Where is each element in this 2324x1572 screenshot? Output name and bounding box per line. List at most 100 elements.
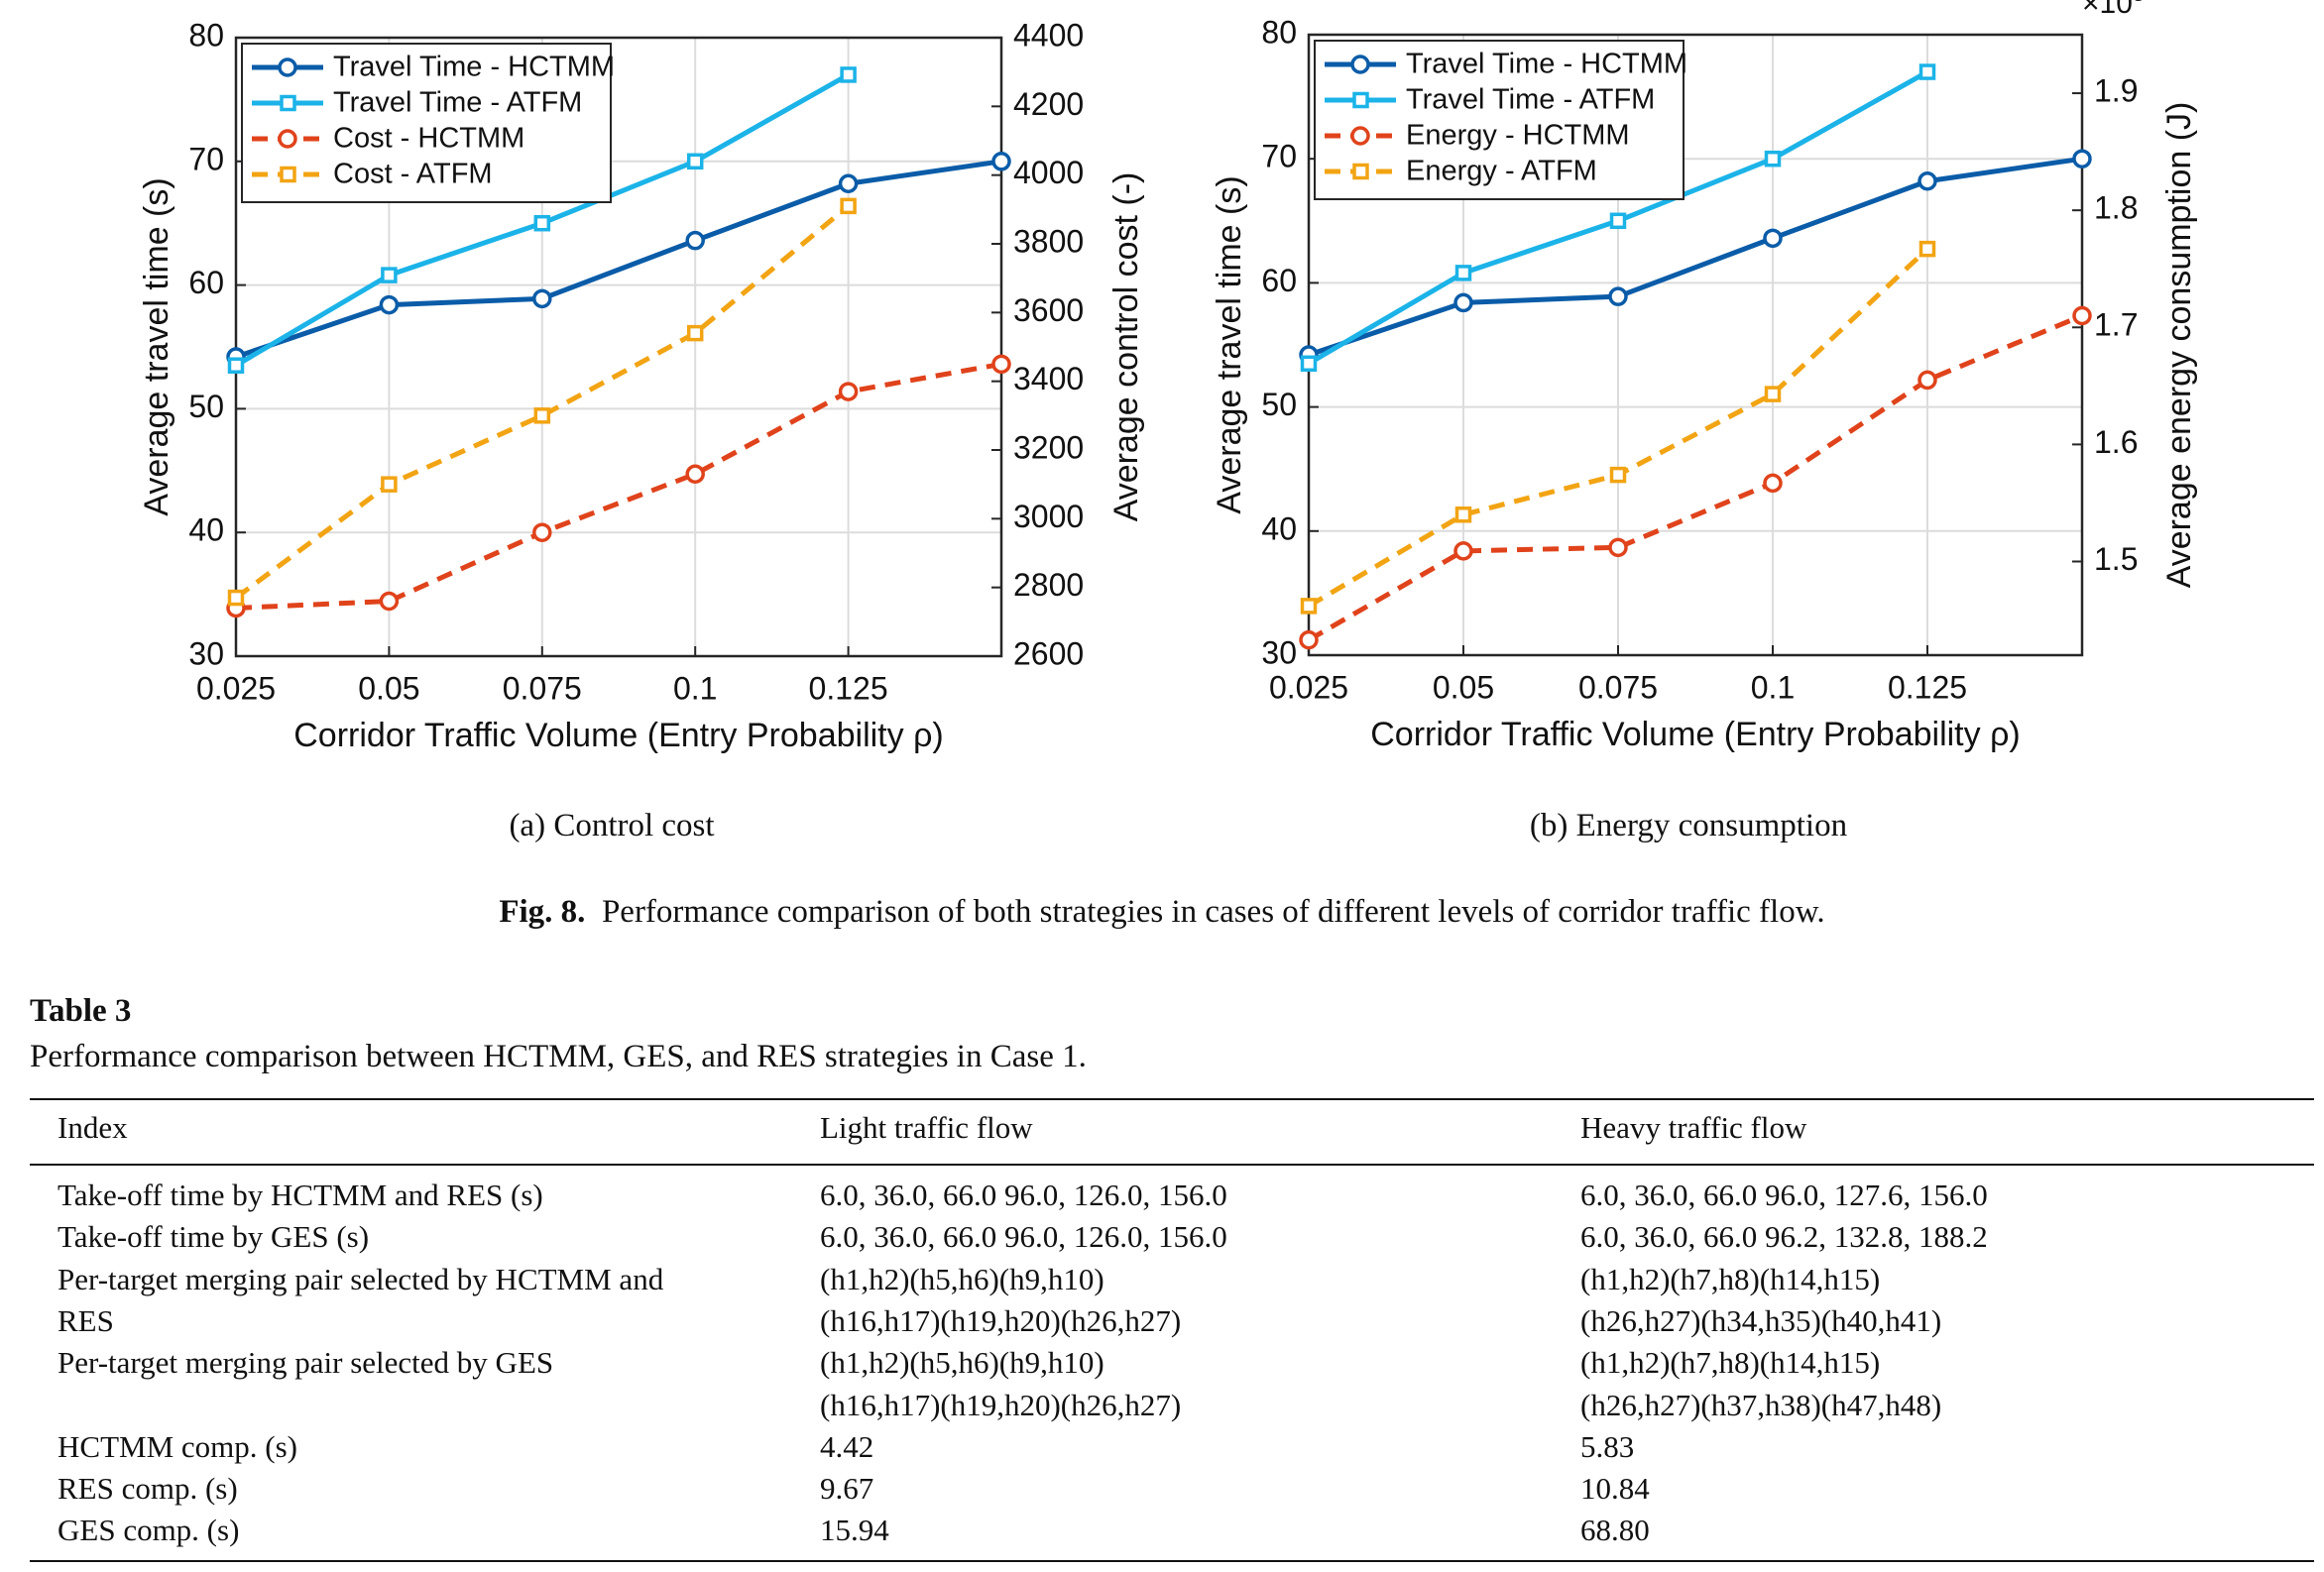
chart-a-series-line-3 — [234, 203, 851, 601]
subcaption-b: (b) Energy consumption — [1529, 808, 1848, 843]
chart-b-series-1-point — [1300, 355, 1318, 373]
chart-b-series-line-0 — [1308, 156, 2083, 358]
chart-b-series-2-point — [1763, 473, 1783, 494]
chart-b-legend-label-0: Travel Time - HCTMM — [1406, 49, 1687, 80]
chart-a-legend-box — [241, 43, 612, 203]
chart-a-series-3-point — [381, 476, 398, 493]
chart-a-legend-marker-3 — [280, 166, 296, 183]
chart-b-legend-marker-0 — [1350, 55, 1370, 74]
chart-a-ylabel: Average travel time (s) — [138, 177, 175, 515]
chart-a-series-3-point — [533, 407, 551, 424]
chart-a-series-0-point — [838, 173, 859, 194]
cell-index: RES — [58, 1302, 114, 1338]
chart-a-ytick-label: 80 — [188, 17, 224, 53]
chart-a-series-1-point — [227, 357, 245, 374]
chart-a-series-2-point — [532, 522, 552, 542]
cell-index: Take-off time by GES (s) — [58, 1219, 370, 1255]
chart-a-xtick-label: 0.1 — [673, 670, 717, 706]
figure-caption-text: Performance comparison of both strategie… — [601, 894, 1825, 930]
chart-a-series-1-point — [840, 66, 857, 83]
cell-heavy: (h26,h27)(h37,h38)(h47,h48) — [1580, 1387, 1942, 1422]
chart-a-y2tick-label: 4400 — [1013, 17, 1084, 53]
chart-a-series-2-point — [838, 382, 859, 401]
chart-b-plot-frame — [1307, 33, 2084, 657]
chart-b-series-0-point — [2072, 149, 2092, 168]
chart-a-ytick-label: 40 — [188, 512, 224, 548]
chart-a-series-2-point — [685, 464, 705, 485]
chart-b-series-1-point — [1764, 150, 1782, 168]
chart-a-legend-marker-0 — [278, 57, 297, 77]
chart-b-y2tick-label: 1.9 — [2094, 73, 2138, 109]
chart-a-legend-label-3: Cost - ATFM — [333, 159, 493, 190]
chart-b-xtick-label: 0.075 — [1578, 669, 1658, 705]
header-index: Index — [58, 1110, 128, 1145]
chart-a-y2tick-label: 3200 — [1013, 429, 1084, 465]
cell-light: 4.42 — [820, 1428, 874, 1464]
chart-a-series-1-point — [381, 267, 398, 283]
cell-light: 6.0, 36.0, 66.0 96.0, 126.0, 156.0 — [820, 1178, 1227, 1212]
chart-b-xtick-label: 0.1 — [1751, 669, 1795, 705]
chart-b-series-0-point — [1763, 228, 1783, 249]
chart-b-ytick-label: 70 — [1261, 139, 1297, 174]
chart-b-series-2-point — [2072, 305, 2092, 326]
chart-a-ytick-label: 50 — [188, 389, 224, 424]
chart-b-legend-marker-2 — [1350, 126, 1370, 146]
cell-light: (h1,h2)(h5,h6)(h9,h10) — [820, 1345, 1104, 1381]
chart-b-y2label: Average energy consumption (J) — [2160, 102, 2198, 589]
chart-b-legend-marker-3 — [1352, 163, 1369, 180]
chart-b-ytick-label: 30 — [1261, 634, 1297, 670]
cell-heavy: 5.83 — [1580, 1428, 1635, 1464]
chart-a-y2tick-label: 2600 — [1013, 635, 1084, 671]
chart-b-series-0-point — [1917, 170, 1937, 191]
chart-a-series-2-point — [991, 354, 1011, 375]
cell-index: GES comp. (s) — [58, 1513, 240, 1548]
chart-a-y2tick-label: 3000 — [1013, 499, 1084, 534]
table-bottom-rule — [30, 1560, 2314, 1562]
chart-a-y2tick-label: 4000 — [1013, 155, 1084, 190]
chart-b-xtick-label: 0.125 — [1888, 669, 1967, 705]
chart-a-legend-marker-1 — [280, 94, 296, 112]
cell-heavy: (h1,h2)(h7,h8)(h14,h15) — [1580, 1345, 1881, 1381]
chart-a-series-1-point — [533, 214, 551, 232]
chart-b-series-2-point — [1299, 629, 1319, 650]
chart-b-legend-label-3: Energy - ATFM — [1406, 156, 1597, 187]
chart-b-y2tick-label: 1.6 — [2094, 424, 2138, 460]
chart-b-y2tick-label: 1.7 — [2094, 307, 2138, 343]
chart-a-series-3-point — [686, 324, 704, 342]
chart-a-y2tick-label: 3600 — [1013, 292, 1084, 328]
chart-b-series-2-point — [1453, 541, 1473, 561]
chart-a-xtick-label: 0.05 — [358, 670, 419, 706]
chart-a-legend-marker-2 — [278, 129, 297, 149]
chart-a-legend-label-2: Cost - HCTMM — [333, 123, 524, 155]
chart-a-xlabel: Corridor Traffic Volume (Entry Probabili… — [293, 717, 943, 754]
chart-b-series-0-point — [1453, 292, 1473, 313]
chart-a-xtick-label: 0.075 — [503, 670, 582, 706]
chart-a-series-1-point — [686, 153, 704, 170]
chart-b-series-3-point — [1764, 386, 1782, 402]
cell-index: RES comp. (s) — [58, 1471, 238, 1507]
chart-a-series-line-0 — [235, 159, 1002, 360]
chart-b-xtick-label: 0.05 — [1433, 669, 1494, 705]
chart-a-y2label: Average control cost (-) — [1107, 172, 1145, 522]
chart-b-legend-label-2: Energy - HCTMM — [1406, 120, 1630, 152]
table-top-rule — [30, 1098, 2314, 1100]
chart-a-ytick-label: 60 — [188, 265, 224, 300]
chart-a-legend-label-0: Travel Time - HCTMM — [333, 52, 615, 83]
cell-light: 15.94 — [820, 1513, 889, 1548]
chart-a-y2tick-label: 2800 — [1013, 567, 1084, 603]
chart-a-series-line-2 — [235, 361, 1002, 611]
chart-b-xlabel: Corridor Traffic Volume (Entry Probabili… — [1370, 716, 2020, 753]
chart-a-xtick-label: 0.125 — [809, 670, 888, 706]
chart-b-ytick-label: 50 — [1261, 387, 1297, 422]
chart-a-xtick-label: 0.025 — [196, 670, 276, 706]
chart-a-series-0-point — [379, 294, 400, 315]
chart-b-series-2-point — [1608, 537, 1628, 558]
chart-a-ytick-label: 70 — [188, 141, 224, 176]
cell-light: 6.0, 36.0, 66.0 96.0, 126.0, 156.0 — [820, 1219, 1227, 1255]
cell-index: Per-target merging pair selected by HCTM… — [58, 1261, 664, 1296]
chart-b-series-1-point — [1918, 63, 1936, 80]
chart-b-series-1-point — [1609, 212, 1627, 230]
chart-a-series-0-point — [991, 152, 1011, 171]
cell-light: (h1,h2)(h5,h6)(h9,h10) — [820, 1261, 1104, 1296]
chart-b-legend-label-1: Travel Time - ATFM — [1406, 84, 1655, 116]
